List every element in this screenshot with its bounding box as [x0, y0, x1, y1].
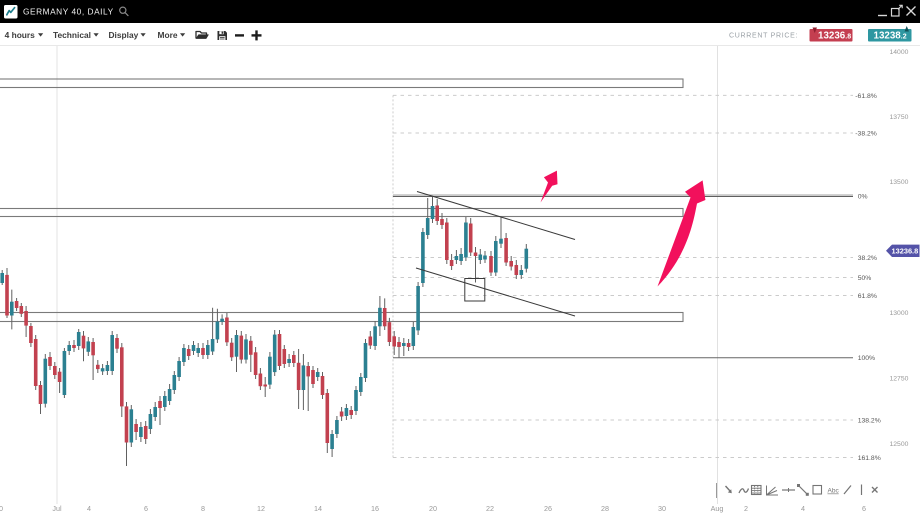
svg-text:13236.8: 13236.8: [892, 247, 919, 256]
svg-text:138.2%: 138.2%: [858, 418, 881, 425]
svg-text:161.8%: 161.8%: [858, 455, 881, 462]
svg-text:4 hours: 4 hours: [5, 30, 36, 40]
svg-text:12: 12: [257, 504, 265, 513]
svg-text:22: 22: [486, 504, 494, 513]
svg-text:50%: 50%: [858, 275, 872, 282]
svg-text:13500: 13500: [890, 179, 909, 186]
svg-text:0: 0: [0, 504, 3, 513]
svg-text:Technical: Technical: [53, 30, 91, 40]
svg-text:13750: 13750: [890, 114, 909, 121]
svg-text:13236.8: 13236.8: [818, 31, 851, 42]
svg-text:12500: 12500: [890, 441, 909, 448]
svg-text:26: 26: [544, 504, 552, 513]
svg-text:13238.2: 13238.2: [874, 31, 907, 42]
svg-text:38.2%: 38.2%: [858, 255, 877, 262]
svg-text:6: 6: [144, 504, 148, 513]
svg-text:2: 2: [744, 504, 748, 513]
svg-text:30: 30: [658, 504, 666, 513]
svg-text:-61.8%: -61.8%: [855, 93, 877, 100]
svg-text:Abc: Abc: [828, 488, 840, 495]
svg-text:CURRENT PRICE:: CURRENT PRICE:: [729, 33, 798, 40]
svg-text:0%: 0%: [858, 194, 868, 201]
svg-text:-38.2%: -38.2%: [855, 131, 877, 138]
svg-text:Display: Display: [109, 30, 139, 40]
svg-text:14000: 14000: [890, 49, 909, 56]
svg-text:14: 14: [314, 504, 322, 513]
svg-text:16: 16: [371, 504, 379, 513]
svg-text:4: 4: [801, 504, 805, 513]
svg-text:6: 6: [862, 504, 866, 513]
svg-text:8: 8: [201, 504, 205, 513]
svg-text:13000: 13000: [890, 310, 909, 317]
svg-text:28: 28: [601, 504, 609, 513]
svg-text:4: 4: [87, 504, 91, 513]
svg-text:GERMANY 40, DAILY: GERMANY 40, DAILY: [23, 7, 114, 17]
svg-text:Jul: Jul: [52, 504, 62, 513]
svg-text:61.8%: 61.8%: [858, 293, 877, 300]
svg-text:12750: 12750: [890, 376, 909, 383]
svg-text:Aug: Aug: [711, 504, 724, 513]
svg-text:More: More: [158, 30, 178, 40]
svg-text:100%: 100%: [858, 355, 875, 362]
svg-text:20: 20: [429, 504, 437, 513]
